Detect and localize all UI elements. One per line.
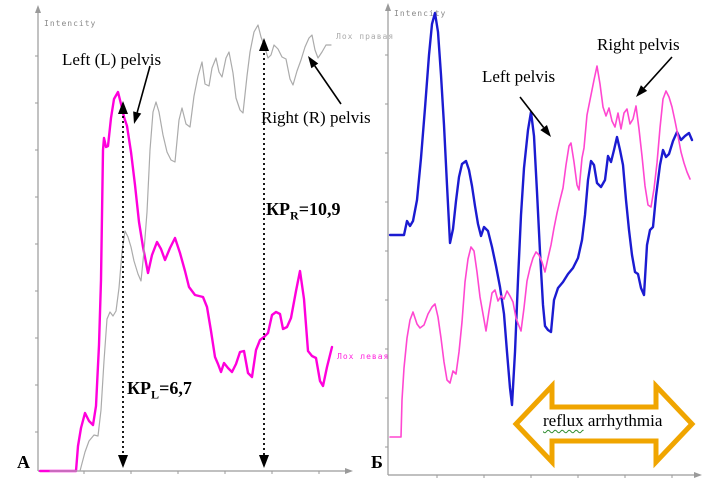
- curve-А-magenta_a: [38, 90, 334, 473]
- y-axis-label-b: Intencity: [394, 9, 447, 18]
- legend-left-pelvis: Лох левая: [337, 352, 390, 361]
- kp-l-base: КР: [127, 378, 152, 398]
- kp-r-base: КР: [266, 199, 291, 219]
- a-right-pelvis-arrow-line: [314, 65, 342, 105]
- a-left-pelvis-label: Left (L) pelvis: [62, 50, 162, 69]
- y-axis-label-a: Intencity: [44, 19, 97, 28]
- legend-right-pelvis: Лох правая: [336, 32, 395, 41]
- a-left-pelvis-arrow-head: [133, 111, 142, 124]
- panel-b-letter: Б: [371, 452, 383, 472]
- curve-Б-blue: [388, 11, 694, 407]
- kp-l-label: КРL=6,7: [127, 378, 192, 402]
- y-axis-arrow-А: [35, 5, 41, 13]
- kp-arrow-top: [118, 101, 128, 114]
- y-axis-arrow-Б: [385, 3, 391, 11]
- kp-arrow-bottom: [259, 455, 269, 468]
- b-right-pelvis-arrow-head: [636, 85, 648, 97]
- b-left-pelvis-arrow-head: [540, 124, 551, 137]
- b-right-pelvis-arrow-line: [643, 56, 673, 89]
- b-left-pelvis-arrow-line: [519, 96, 545, 129]
- x-axis-arrow-А: [345, 468, 353, 474]
- curve-А-gray_curve: [49, 24, 332, 472]
- reflux-double-arrow: [512, 379, 696, 469]
- curve-Б-magenta_b: [389, 65, 691, 438]
- b-right-pelvis-label: Right pelvis: [597, 35, 680, 54]
- arrhythmia-word: arrhythmia: [587, 411, 663, 430]
- x-axis-arrow-Б: [694, 472, 702, 478]
- reflux-word: reflux: [543, 411, 584, 430]
- a-right-pelvis-arrow-head: [308, 56, 319, 69]
- kp-arrow-top: [259, 38, 269, 51]
- kp-l-rest: =6,7: [159, 378, 192, 398]
- a-right-pelvis-label: Right (R) pelvis: [261, 108, 371, 127]
- a-left-pelvis-arrow-line: [136, 65, 151, 113]
- kp-r-label: КРR=10,9: [266, 199, 341, 223]
- kp-r-sub: R: [290, 208, 299, 223]
- kp-arrow-bottom: [118, 455, 128, 468]
- kp-l-sub: L: [151, 387, 160, 402]
- panel-a-letter: А: [17, 452, 30, 472]
- b-left-pelvis-label: Left pelvis: [482, 67, 556, 86]
- reflux-arrhythmia-label: reflux arrhythmia: [543, 411, 663, 431]
- kp-r-rest: =10,9: [298, 199, 341, 219]
